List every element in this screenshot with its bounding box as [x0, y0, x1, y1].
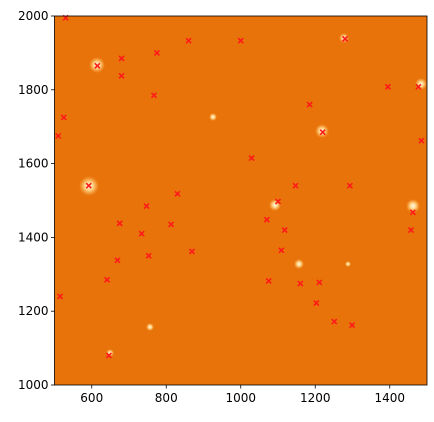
marker [185, 37, 192, 44]
marker [418, 137, 425, 144]
x-tick-label: 600 [80, 391, 103, 405]
image-background [54, 16, 427, 385]
marker [278, 247, 285, 254]
marker [145, 252, 152, 259]
marker [55, 132, 62, 139]
marker [150, 92, 158, 99]
x-tick-label: 800 [155, 391, 178, 405]
marker [153, 49, 161, 56]
marker [138, 230, 145, 237]
x-tick-label: 1200 [300, 391, 331, 405]
marker [281, 226, 288, 234]
marker [415, 83, 422, 90]
marker [105, 352, 112, 359]
marker [349, 322, 356, 329]
y-tick-label: 1400 [18, 230, 49, 244]
marker [384, 83, 391, 90]
y-tick-label: 1000 [18, 378, 49, 392]
y-tick-label: 2000 [18, 9, 49, 23]
marker [168, 221, 175, 228]
marker [319, 129, 326, 136]
x-tick-label: 1400 [374, 391, 405, 405]
marker [306, 101, 313, 108]
marker [103, 276, 111, 283]
marker [174, 190, 181, 197]
marker [94, 62, 101, 69]
marker [297, 280, 304, 287]
y-tick-label: 1800 [18, 83, 49, 97]
y-tick-label: 1200 [18, 304, 49, 318]
marker [316, 279, 323, 286]
marker [409, 209, 416, 216]
marker [274, 198, 282, 205]
marker [313, 300, 320, 307]
marker [118, 72, 125, 79]
marker [116, 220, 123, 227]
marker [114, 257, 121, 264]
y-tick-label: 1600 [18, 157, 49, 171]
marker [143, 202, 150, 210]
marker [60, 114, 67, 121]
marker [248, 154, 255, 162]
marker [265, 277, 272, 285]
marker [292, 182, 299, 189]
x-tick-label: 1000 [225, 391, 256, 405]
marker [57, 293, 64, 300]
marker [263, 216, 270, 223]
marker [407, 226, 415, 234]
marker [331, 318, 338, 325]
marker [346, 182, 353, 189]
marker [341, 35, 349, 42]
marker [188, 248, 196, 255]
marker [118, 55, 125, 62]
plot-area [54, 14, 427, 385]
marker [85, 182, 92, 189]
marker [237, 37, 244, 44]
